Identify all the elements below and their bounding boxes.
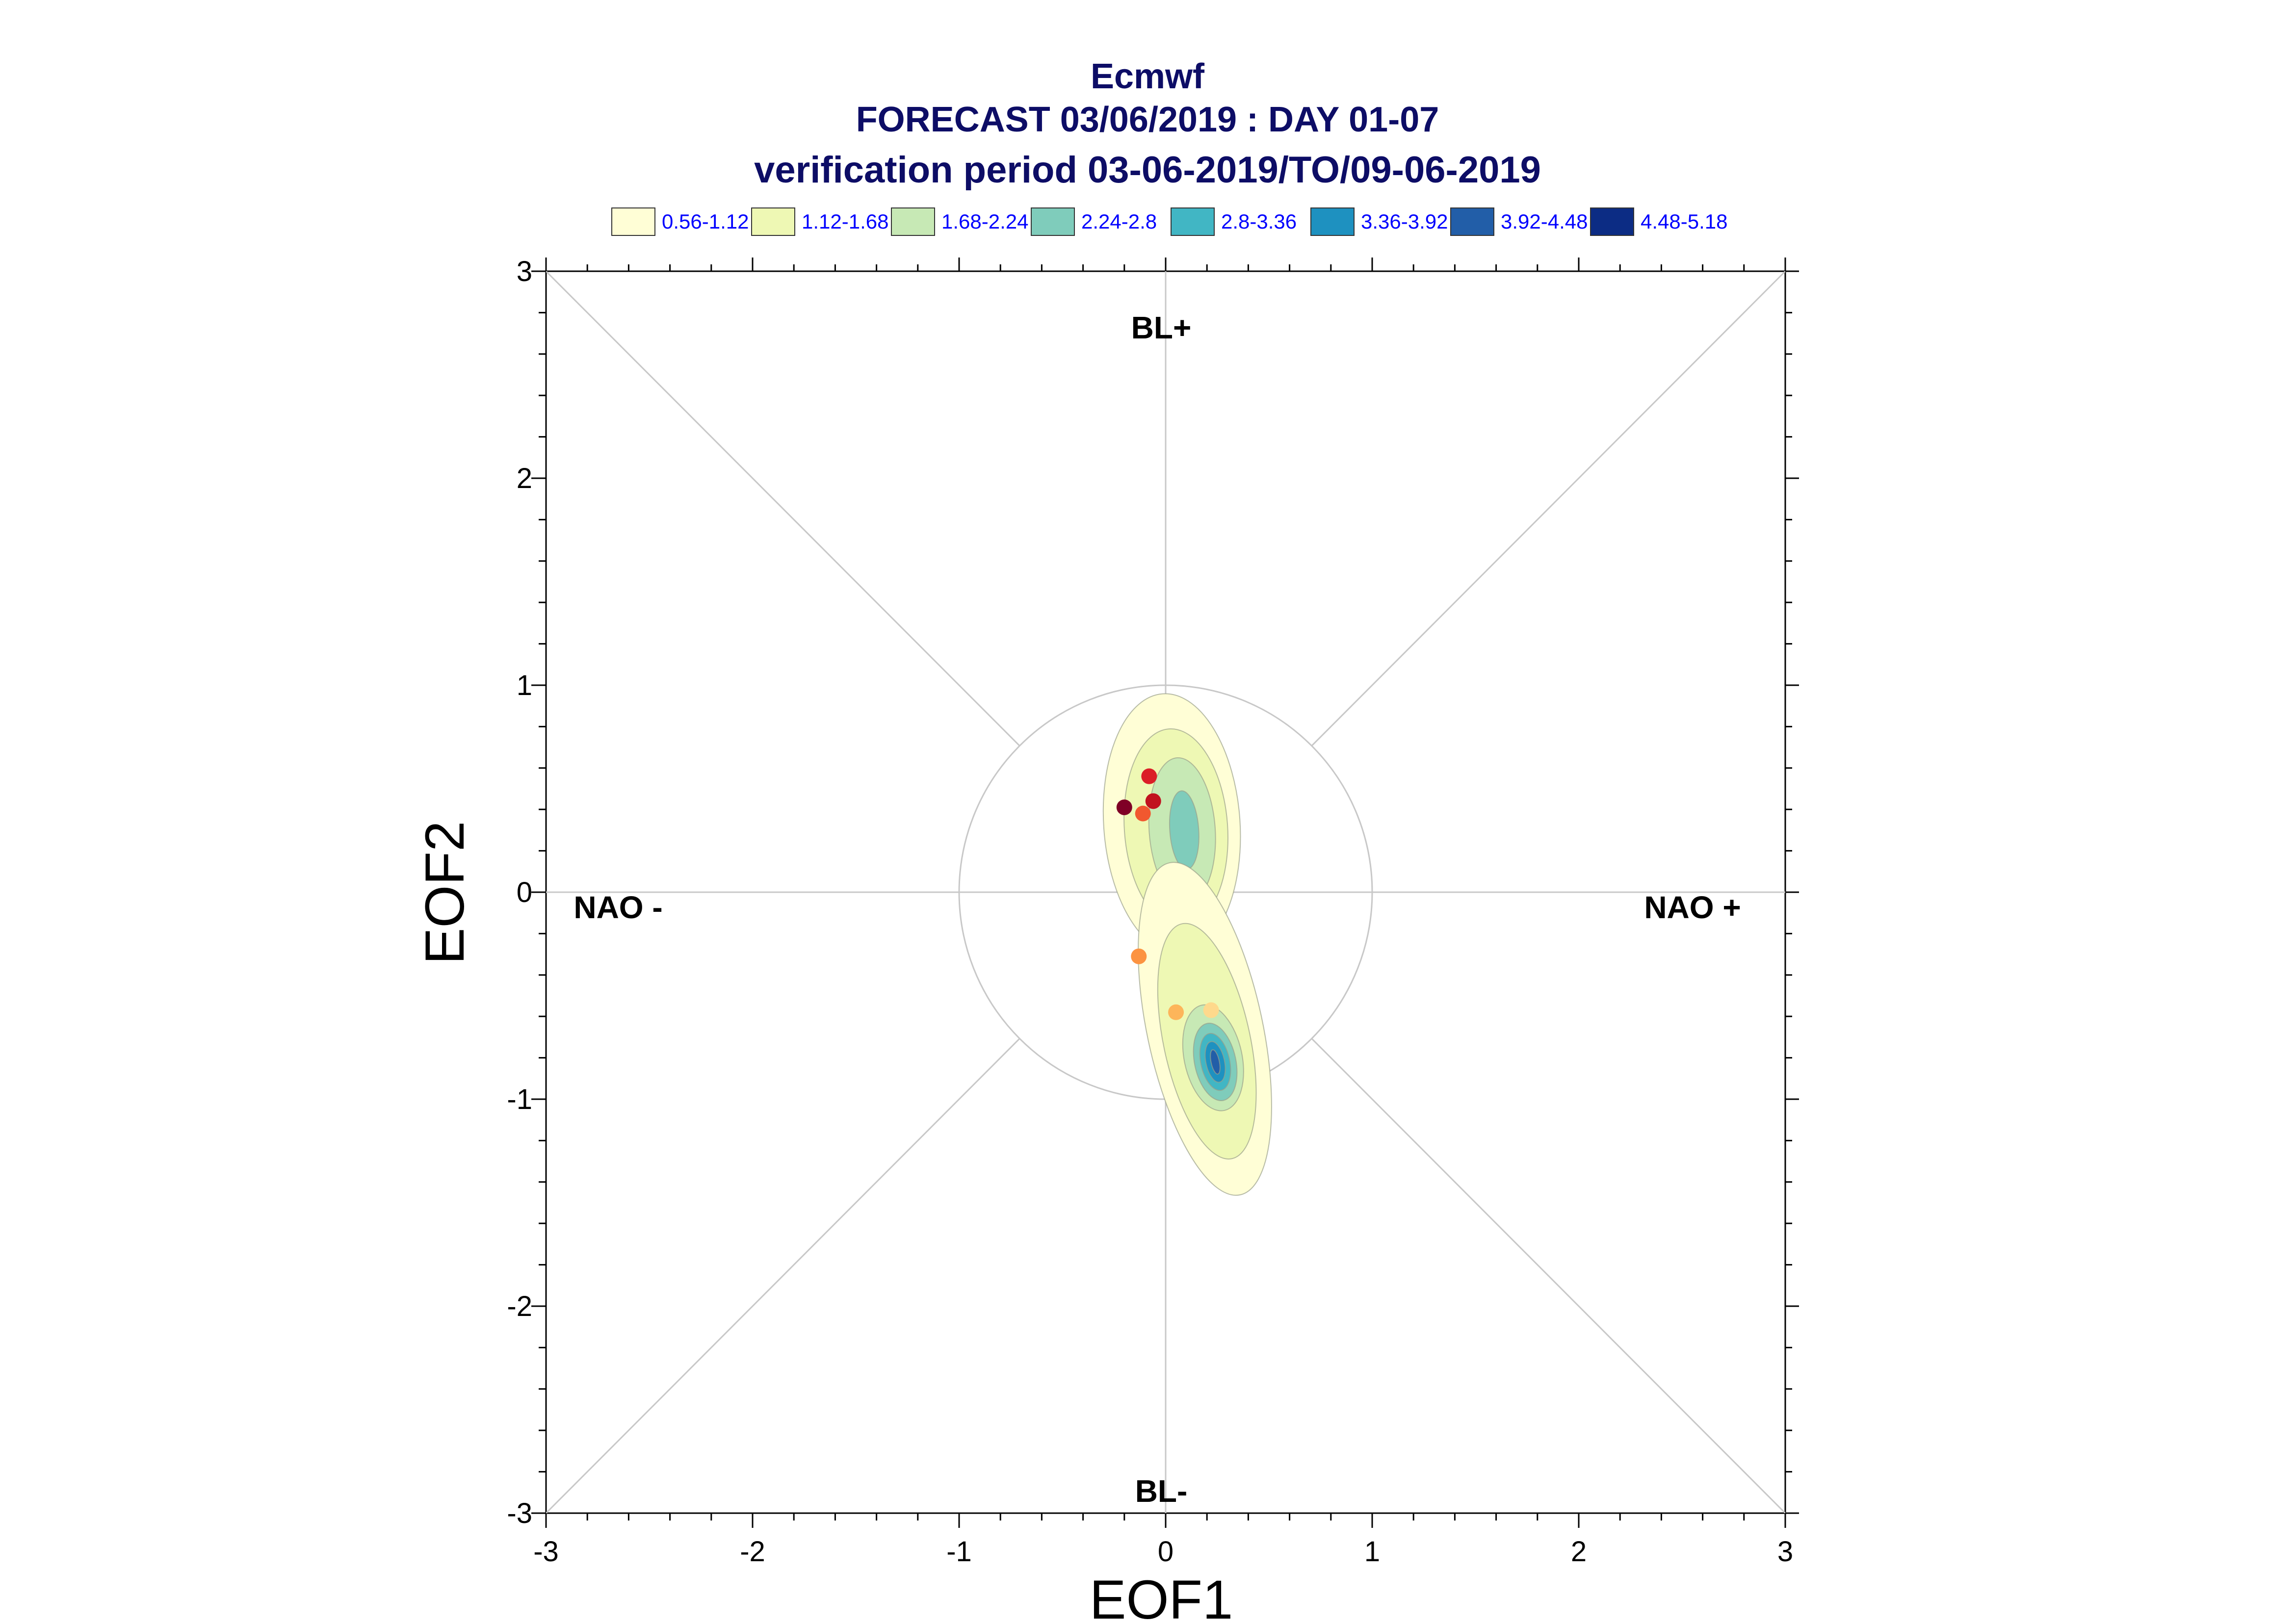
legend-swatch-5 [1310, 207, 1355, 236]
forecast-point-5 [1168, 1004, 1184, 1020]
regime-label-bl-minus: BL- [1135, 1473, 1188, 1509]
title-line-1: Ecmwf [1091, 57, 1205, 96]
y-tick-label: -1 [507, 1083, 532, 1115]
legend-label-0: 0.56-1.12 [662, 210, 749, 233]
forecast-point-3 [1135, 805, 1151, 822]
guide-diagonal-0 [545, 270, 1020, 747]
x-tick-label: -2 [740, 1536, 765, 1568]
density-legend: 0.56-1.12 1.12-1.68 1.68-2.24 2.24-2.8 2.8-3… [611, 207, 1727, 236]
y-tick-label: 1 [517, 670, 532, 701]
legend-swatch-4 [1171, 207, 1215, 236]
x-tick-label: -1 [946, 1536, 972, 1568]
legend-swatch-0 [611, 207, 655, 236]
x-tick-label: 3 [1777, 1536, 1793, 1568]
y-tick-label: 2 [517, 463, 532, 494]
x-tick-label: 0 [1158, 1536, 1174, 1568]
x-tick-label: -3 [533, 1536, 559, 1568]
x-axis-title: EOF1 [1090, 1569, 1233, 1624]
legend-label-2: 1.68-2.24 [941, 210, 1028, 233]
forecast-point-0 [1116, 799, 1132, 815]
regime-label-nao-minus: NAO - [574, 890, 662, 925]
legend-swatch-3 [1031, 207, 1075, 236]
guide-diagonal-1 [1311, 270, 1786, 747]
y-tick-label: 0 [517, 876, 532, 908]
legend-label-4: 2.8-3.36 [1221, 210, 1297, 233]
legend-swatch-1 [751, 207, 795, 236]
axis-ticks [531, 258, 1799, 1528]
forecast-point-4 [1131, 948, 1147, 964]
x-tick-label: 2 [1571, 1536, 1587, 1568]
regime-label-nao-plus: NAO + [1644, 890, 1741, 925]
axis-tick-labels: -3 -2 -1 0 1 2 3 -3 -2 -1 0 1 2 3 [507, 256, 1793, 1568]
y-tick-label: -3 [507, 1497, 532, 1529]
density-contours [1102, 693, 1272, 1196]
y-tick-label: -2 [507, 1290, 532, 1322]
forecast-point-2 [1145, 793, 1161, 809]
forecast-point-1 [1141, 768, 1157, 784]
legend-label-5: 3.36-3.92 [1361, 210, 1448, 233]
title-line-2: FORECAST 03/06/2019 : DAY 01-07 [856, 100, 1439, 139]
y-axis-title: EOF2 [414, 821, 475, 965]
forecast-points [1116, 768, 1219, 1020]
legend-label-7: 4.48-5.18 [1641, 210, 1727, 233]
chart-title: Ecmwf FORECAST 03/06/2019 : DAY 01-07 ve… [754, 57, 1541, 191]
title-line-3: verification period 03-06-2019/TO/09-06-… [754, 149, 1541, 191]
x-tick-label: 1 [1364, 1536, 1380, 1568]
guide-diagonal-3 [1311, 1038, 1786, 1514]
legend-label-1: 1.12-1.68 [802, 210, 888, 233]
guide-diagonal-2 [545, 1038, 1020, 1514]
regime-label-bl-plus: BL+ [1131, 310, 1192, 345]
legend-swatch-7 [1590, 207, 1634, 236]
legend-label-3: 2.24-2.8 [1081, 210, 1157, 233]
legend-label-6: 3.92-4.48 [1501, 210, 1588, 233]
y-tick-label: 3 [517, 256, 532, 287]
density-cluster-1-level-6 [1210, 1049, 1221, 1075]
legend-swatch-6 [1450, 207, 1494, 236]
legend-swatch-2 [891, 207, 935, 236]
plot-area: -3 -2 -1 0 1 2 3 -3 -2 -1 0 1 2 3 [507, 256, 1799, 1568]
forecast-point-6 [1203, 1002, 1219, 1018]
